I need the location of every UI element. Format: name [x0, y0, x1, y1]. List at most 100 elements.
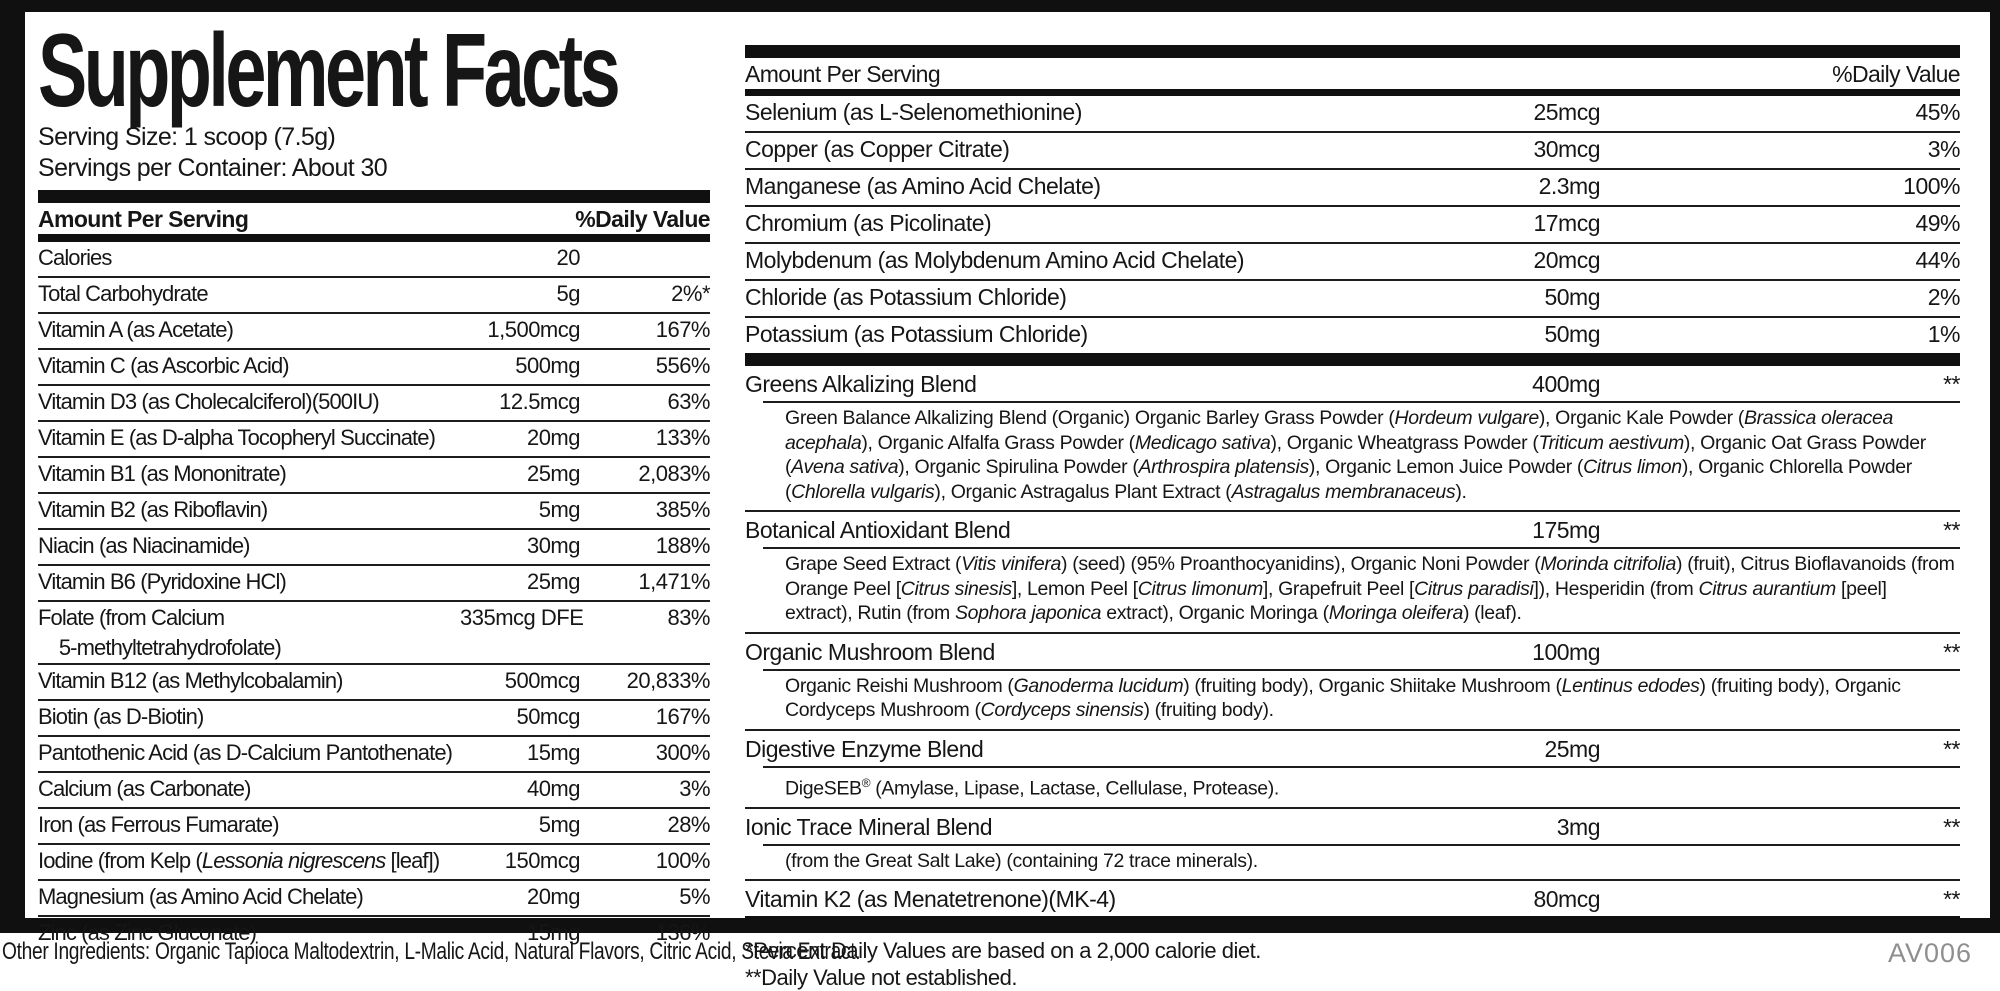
nutrient-name: Chromium (as Picolinate)	[745, 210, 992, 236]
nutrient-daily-value: 385%	[655, 497, 711, 522]
nutrient-name: Vitamin B6 (Pyridoxine HCl)	[38, 569, 287, 594]
nutrient-amount: 25mg	[526, 461, 581, 486]
nutrient-daily-value: 300%	[655, 740, 711, 765]
nutrient-daily-value: 136%	[655, 920, 711, 945]
right-nutrient-table: Selenium (as L-Selenomethionine) 25mcg 4…	[745, 96, 1961, 353]
nutrient-amount: 25mg	[526, 569, 581, 594]
table-row: Copper (as Copper Citrate) 30mcg 3%	[745, 133, 1961, 170]
blend-description-wrap: Organic Reishi Mushroom (Ganoderma lucid…	[763, 668, 1960, 729]
table-row: Potassium (as Potassium Chloride) 50mg 1…	[745, 318, 1961, 353]
blend-daily-value: **	[1943, 886, 1960, 912]
left-nutrient-table: Calories 20 Total Carbohydrate 5g 2%* Vi…	[38, 242, 711, 951]
nutrient-daily-value: 188%	[655, 533, 711, 558]
nutrient-name: Vitamin A (as Acetate)	[38, 317, 234, 342]
divider-thick	[745, 353, 1960, 366]
blend-header-row: Vitamin K2 (as Menatetrenone)(MK-4) 80mc…	[745, 881, 1961, 916]
table-row: Vitamin C (as Ascorbic Acid) 500mg 556%	[38, 350, 711, 386]
nutrient-name: Vitamin E (as D-alpha Tocopheryl Succina…	[38, 425, 436, 450]
blend-amount: 25mg	[1544, 735, 1600, 762]
table-row: Zinc (as Zinc Gluconate) 15mg 136%	[38, 917, 711, 951]
blend-amount: 100mg	[1532, 638, 1600, 665]
blend-item: Ionic Trace Mineral Blend 3mg ** (from t…	[745, 806, 1961, 880]
nutrient-amount: 150mcg	[504, 848, 581, 873]
blend-item: Organic Mushroom Blend 100mg ** Organic …	[745, 631, 1961, 729]
nutrient-daily-value: 3%	[679, 776, 710, 801]
table-row: Vitamin B6 (Pyridoxine HCl) 25mg 1,471%	[38, 566, 711, 602]
nutrient-amount: 20	[556, 245, 581, 270]
table-row: Vitamin E (as D-alpha Tocopheryl Succina…	[38, 422, 711, 458]
blend-description: (from the Great Salt Lake) (containing 7…	[785, 849, 1258, 872]
blend-name: Ionic Trace Mineral Blend	[745, 813, 993, 840]
page-title: Supplement Facts	[38, 13, 621, 129]
table-row: Selenium (as L-Selenomethionine) 25mcg 4…	[745, 96, 1961, 133]
nutrient-name: Calcium (as Carbonate)	[38, 776, 251, 801]
nutrient-name: Selenium (as L-Selenomethionine)	[745, 99, 1082, 125]
divider-thick	[745, 45, 1960, 58]
table-row: Vitamin B1 (as Mononitrate) 25mg 2,083%	[38, 458, 711, 494]
nutrient-daily-value: 556%	[655, 353, 711, 378]
nutrient-name: Manganese (as Amino Acid Chelate)	[745, 173, 1101, 199]
blend-header-row: Botanical Antioxidant Blend 175mg **	[745, 512, 1961, 547]
table-row: Calcium (as Carbonate) 40mg 3%	[38, 773, 711, 809]
nutrient-daily-value: 167%	[655, 704, 711, 729]
nutrient-name: Niacin (as Niacinamide)	[38, 533, 251, 558]
nutrient-name: Iron (as Ferrous Fumarate)	[38, 812, 280, 837]
nutrient-amount: 50mg	[1544, 321, 1600, 347]
nutrient-name: Biotin (as D-Biotin)	[38, 704, 204, 729]
table-row: Iron (as Ferrous Fumarate) 5mg 28%	[38, 809, 711, 845]
nutrient-amount: 40mg	[526, 776, 581, 801]
table-row: Vitamin D3 (as Cholecalciferol)(500IU) 1…	[38, 386, 711, 422]
nutrient-daily-value: 2,083%	[638, 461, 710, 486]
nutrient-daily-value: 44%	[1915, 247, 1960, 273]
table-row: Iodine (from Kelp (Lessonia nigrescens […	[38, 845, 711, 881]
left-table-header: Amount Per Serving %Daily Value	[38, 203, 711, 234]
header-daily-value: %Daily Value	[1832, 61, 1960, 87]
blend-item: Greens Alkalizing Blend 400mg ** Green B…	[745, 366, 1961, 510]
nutrient-name: Vitamin B1 (as Mononitrate)	[38, 461, 287, 486]
right-column: Amount Per Serving %Daily Value Selenium…	[745, 45, 1961, 991]
blend-daily-value: **	[1943, 371, 1960, 397]
blend-item: Digestive Enzyme Blend 25mg ** DigeSEB® …	[745, 728, 1961, 807]
servings-per-container: Servings per Container: About 30	[38, 154, 388, 182]
blend-amount: 3mg	[1556, 813, 1601, 840]
nutrient-name: Vitamin C (as Ascorbic Acid)	[38, 353, 290, 378]
table-row: Biotin (as D-Biotin) 50mcg 167%	[38, 701, 711, 737]
blend-name: Botanical Antioxidant Blend	[745, 517, 1011, 543]
nutrient-daily-value: 133%	[655, 425, 711, 450]
divider-thick	[38, 190, 710, 203]
right-table-header: Amount Per Serving %Daily Value	[745, 58, 1961, 89]
header-amount-per-serving: Amount Per Serving	[745, 61, 941, 87]
nutrient-name: Total Carbohydrate	[38, 281, 209, 306]
blend-description: Green Balance Alkalizing Blend (Organic)…	[785, 407, 1926, 503]
nutrient-amount: 50mg	[1544, 284, 1600, 310]
blend-item: Botanical Antioxidant Blend 175mg ** Gra…	[745, 510, 1961, 632]
blend-description-wrap: DigeSEB® (Amylase, Lipase, Lactase, Cell…	[763, 765, 1960, 807]
blend-header-row: Digestive Enzyme Blend 25mg **	[745, 731, 1961, 766]
table-row: Total Carbohydrate 5g 2%*	[38, 278, 711, 314]
blend-item: Vitamin K2 (as Menatetrenone)(MK-4) 80mc…	[745, 879, 1961, 916]
table-row: Vitamin A (as Acetate) 1,500mcg 167%	[38, 314, 711, 350]
nutrient-daily-value: 28%	[667, 812, 710, 837]
header-daily-value: %Daily Value	[575, 206, 710, 232]
nutrient-name: Chloride (as Potassium Chloride)	[745, 284, 1067, 310]
blend-amount: 400mg	[1532, 371, 1600, 397]
nutrient-daily-value: 45%	[1915, 99, 1960, 125]
table-row: Chromium (as Picolinate) 17mcg 49%	[745, 207, 1961, 244]
nutrient-name: Potassium (as Potassium Chloride)	[745, 321, 1088, 347]
blend-description-wrap: Grape Seed Extract (Vitis vinifera) (see…	[763, 547, 1960, 632]
table-row: Niacin (as Niacinamide) 30mg 188%	[38, 530, 711, 566]
nutrient-daily-value: 1%	[1927, 321, 1961, 347]
blend-description: Organic Reishi Mushroom (Ganoderma lucid…	[785, 674, 1901, 722]
header-amount-per-serving: Amount Per Serving	[38, 206, 249, 232]
divider-medium	[38, 234, 710, 242]
other-ingredients: Other Ingredients: Organic Tapioca Malto…	[2, 938, 861, 965]
nutrient-name: Calories	[38, 245, 112, 270]
nutrient-amount: 20mcg	[1533, 247, 1600, 273]
footnote-line: **Daily Value not established.	[745, 965, 1018, 990]
footnotes: *Percent Daily Values are based on a 2,0…	[745, 937, 1960, 991]
nutrient-amount: 50mcg	[516, 704, 580, 729]
divider-medium	[745, 89, 1960, 96]
table-row: Folate (from Calcium 5-methyltetrahydrof…	[38, 602, 711, 665]
nutrient-name: Magnesium (as Amino Acid Chelate)	[38, 884, 364, 909]
